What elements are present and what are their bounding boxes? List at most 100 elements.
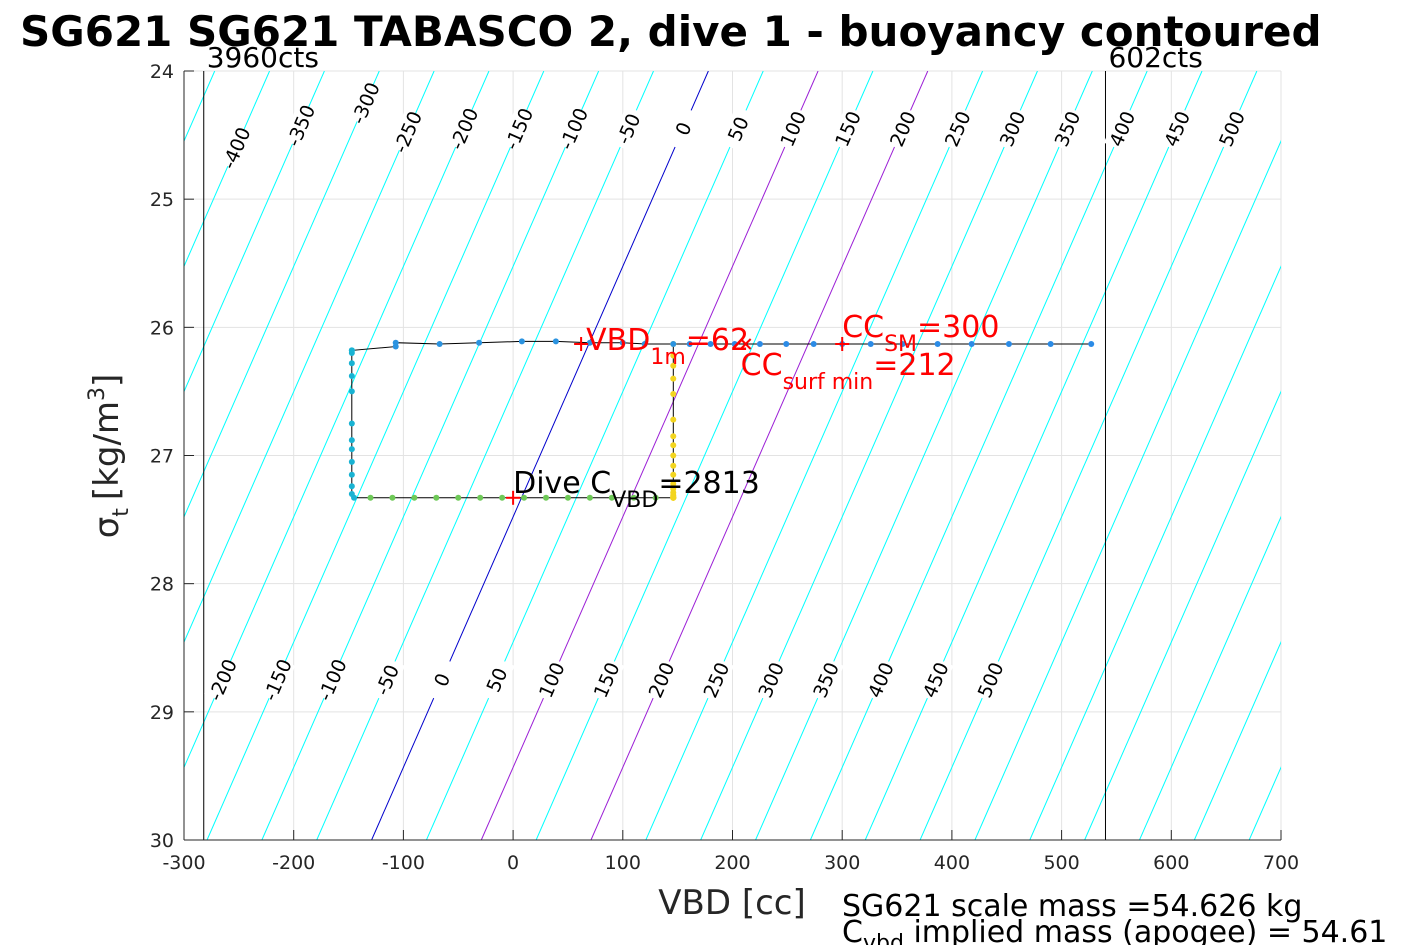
data-point xyxy=(1047,340,1054,347)
data-point xyxy=(348,373,355,380)
contour-line xyxy=(1029,265,1281,840)
contour-label-bg xyxy=(347,80,384,126)
data-point xyxy=(348,490,355,497)
data-point xyxy=(411,494,418,501)
data-point xyxy=(810,340,817,347)
contour-label-bg xyxy=(1213,105,1250,152)
contour-label-bg xyxy=(774,105,811,152)
contour-line xyxy=(184,71,380,519)
data-point xyxy=(731,340,738,347)
contour-line xyxy=(1084,390,1281,840)
data-point xyxy=(686,340,693,347)
data-point xyxy=(348,483,355,490)
x-axis-label: VBD [cc] xyxy=(658,883,806,923)
data-point xyxy=(707,340,714,347)
x-tick-label: 700 xyxy=(1263,852,1299,874)
y-tick-label: 26 xyxy=(150,317,174,339)
data-point xyxy=(564,494,571,501)
data-point xyxy=(641,340,648,347)
contour-line xyxy=(261,71,600,840)
x-tick-label: 400 xyxy=(934,852,970,874)
data-point xyxy=(348,347,355,354)
data-point xyxy=(1088,340,1095,347)
data-point xyxy=(968,340,975,347)
marker-label: Dive CVBD=2813 xyxy=(513,466,760,513)
y-tick-label: 25 xyxy=(150,189,174,211)
y-tick-label: 28 xyxy=(150,574,174,596)
data-point xyxy=(652,494,659,501)
contour-label-bg xyxy=(643,657,680,703)
contour-label-bg xyxy=(862,657,899,703)
vbd-limit-lines: 3960cts 602cts xyxy=(203,41,1203,840)
contour-label-bg xyxy=(610,105,647,152)
y-axis-label: σt [kg/m3] xyxy=(85,374,134,539)
contour-label-bg xyxy=(423,657,460,703)
data-point xyxy=(348,471,355,478)
x-tick-label: 600 xyxy=(1153,852,1189,874)
contour-label-bg xyxy=(697,657,735,703)
contour-line xyxy=(919,71,1258,840)
contour-line xyxy=(206,71,545,840)
data-point xyxy=(608,494,615,501)
contour-line xyxy=(535,71,874,840)
contour-labels: -400 -350 -300-250 -200 -150 -100 -50 0 50 100 150… xyxy=(204,79,1250,704)
data-point xyxy=(455,494,462,501)
contour-label: -250 xyxy=(390,108,427,156)
data-point xyxy=(518,338,525,345)
buoyancy-contours xyxy=(184,71,1417,840)
contour-line xyxy=(755,71,1093,840)
axes: -300 -200 -100 0 100 200 300 400 500 600 700 24 25 26… xyxy=(150,61,1299,874)
contour-line xyxy=(809,71,1148,840)
contour-line xyxy=(316,71,654,840)
contour-line xyxy=(480,71,819,840)
contour-label-bg xyxy=(533,657,570,703)
data-point xyxy=(670,442,677,449)
contour-label-bg xyxy=(719,105,757,152)
contour-line xyxy=(974,139,1281,840)
contour-label-bg xyxy=(917,657,954,703)
marker-label: CCsurf min=212 xyxy=(741,348,956,395)
contour-line xyxy=(700,71,1038,840)
scale-mass-text: SG621 scale mass =54.626 kg xyxy=(842,889,1302,924)
data-point xyxy=(670,480,677,487)
contour-label-bg xyxy=(884,105,921,152)
contour-label: -400 xyxy=(218,124,255,172)
contour-line xyxy=(184,71,325,393)
contour-label-bg xyxy=(994,105,1031,152)
data-point xyxy=(934,340,941,347)
contour-label-bg xyxy=(1103,105,1141,152)
contour-label-bg xyxy=(500,105,537,152)
contour-line xyxy=(1304,71,1417,840)
contour-label-bg xyxy=(313,657,351,703)
data-point xyxy=(586,494,593,501)
contour-label: -100 xyxy=(556,105,593,153)
contour-line xyxy=(184,71,435,644)
data-point xyxy=(499,494,506,501)
data-point xyxy=(348,446,355,453)
contour-line xyxy=(184,71,271,268)
grid xyxy=(183,70,1282,841)
contour-label: -200 xyxy=(446,105,483,153)
contour-label-bg xyxy=(752,657,789,703)
y-tick-label: 30 xyxy=(150,830,174,852)
contour-label-bg xyxy=(829,105,866,152)
data-point xyxy=(670,352,677,359)
contour-line xyxy=(425,71,764,840)
data-point xyxy=(783,340,790,347)
y-axis-label-unit-exponent: 3 xyxy=(85,387,110,401)
contour-label-bg xyxy=(588,657,625,703)
contour-label-bg xyxy=(478,657,515,703)
data-point xyxy=(630,494,637,501)
implied-mass-text: Cvbd implied mass (apogee) = 54.61 xyxy=(842,915,1387,945)
y-tick-label: 24 xyxy=(150,61,174,83)
data-point xyxy=(619,339,626,346)
contour-label-bg xyxy=(665,105,702,152)
data-point xyxy=(476,339,483,346)
contour-label-bg xyxy=(1048,105,1086,152)
marker-label: CCSM=300 xyxy=(842,310,999,357)
x-tick-label: -200 xyxy=(272,852,315,874)
data-point xyxy=(867,340,874,347)
data-point xyxy=(521,494,528,501)
contour-line xyxy=(1139,515,1281,840)
contour-line xyxy=(590,71,929,840)
